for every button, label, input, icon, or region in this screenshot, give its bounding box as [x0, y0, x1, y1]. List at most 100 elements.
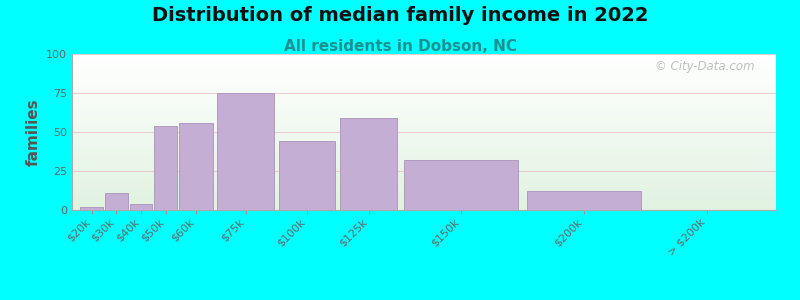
Bar	[72, 45, 776, 201]
Bar	[72, 14, 776, 169]
Bar	[72, 0, 776, 77]
Bar	[72, 0, 776, 154]
Bar	[72, 0, 776, 104]
Bar	[72, 52, 776, 208]
Bar	[72, 0, 776, 65]
Bar	[72, 0, 776, 88]
Bar	[72, 0, 776, 109]
Bar	[72, 0, 776, 98]
Bar	[72, 0, 776, 60]
Bar	[72, 41, 776, 197]
Bar	[72, 0, 776, 146]
Text: Distribution of median family income in 2022: Distribution of median family income in …	[152, 6, 648, 25]
Bar	[72, 29, 776, 185]
Bar	[72, 43, 776, 199]
Bar	[72, 0, 776, 138]
Bar	[72, 15, 776, 171]
Bar	[278, 141, 335, 210]
Bar	[72, 0, 776, 132]
Bar	[72, 0, 776, 82]
Bar	[72, 0, 776, 84]
Bar	[72, 21, 776, 177]
Bar	[72, 46, 776, 202]
Bar	[72, 0, 776, 118]
Bar	[72, 54, 776, 210]
Bar	[72, 0, 776, 74]
Bar	[72, 40, 776, 196]
Bar	[72, 0, 776, 90]
Bar	[72, 37, 776, 193]
Bar	[72, 23, 776, 179]
Bar	[72, 48, 776, 204]
Bar	[404, 160, 518, 210]
Bar	[72, 0, 776, 68]
Bar	[72, 0, 776, 143]
Bar	[72, 0, 776, 70]
Text: © City-Data.com: © City-Data.com	[655, 60, 755, 73]
Bar	[72, 7, 776, 163]
Bar	[72, 0, 776, 92]
Bar	[72, 0, 776, 63]
Bar	[72, 31, 776, 187]
Bar	[72, 24, 776, 180]
Bar	[72, 2, 776, 158]
Bar	[72, 0, 776, 102]
Bar	[72, 18, 776, 174]
Bar	[72, 35, 776, 191]
Bar	[72, 1, 776, 157]
Bar	[72, 0, 776, 119]
Bar	[72, 0, 776, 87]
Bar	[72, 0, 776, 115]
Bar	[72, 0, 776, 123]
Bar	[72, 0, 776, 129]
Bar	[179, 123, 214, 210]
Bar	[72, 28, 776, 184]
Bar	[72, 0, 776, 145]
Bar	[72, 51, 776, 207]
Bar	[72, 0, 776, 94]
Bar	[72, 0, 776, 85]
Bar	[72, 26, 776, 182]
Bar	[527, 191, 641, 210]
Bar	[72, 20, 776, 176]
Bar	[72, 9, 776, 165]
Bar	[154, 126, 177, 210]
Bar	[72, 0, 776, 127]
Bar	[72, 0, 776, 140]
Bar	[72, 0, 776, 149]
Bar	[72, 0, 776, 67]
Bar	[72, 10, 776, 166]
Bar	[72, 0, 776, 71]
Bar	[72, 0, 776, 57]
Y-axis label: families: families	[26, 98, 41, 166]
Bar	[72, 0, 776, 62]
Text: All residents in Dobson, NC: All residents in Dobson, NC	[283, 39, 517, 54]
Bar	[72, 0, 776, 80]
Bar	[72, 0, 776, 130]
Bar	[72, 6, 776, 162]
Bar	[72, 0, 776, 107]
Bar	[72, 0, 776, 73]
Bar	[80, 207, 103, 210]
Bar	[72, 0, 776, 141]
Bar	[72, 0, 776, 79]
Bar	[72, 0, 776, 93]
Bar	[72, 0, 776, 134]
Bar	[72, 0, 776, 148]
Bar	[72, 0, 776, 59]
Bar	[72, 0, 776, 135]
Bar	[72, 0, 776, 76]
Bar	[72, 0, 776, 151]
Bar	[72, 16, 776, 172]
Bar	[130, 204, 152, 210]
Bar	[72, 34, 776, 190]
Bar	[72, 0, 776, 101]
Bar	[72, 0, 776, 110]
Bar	[72, 0, 776, 152]
Bar	[72, 0, 776, 137]
Bar	[218, 93, 274, 210]
Bar	[72, 0, 776, 106]
Bar	[72, 0, 776, 113]
Bar	[72, 38, 776, 194]
Bar	[72, 49, 776, 205]
